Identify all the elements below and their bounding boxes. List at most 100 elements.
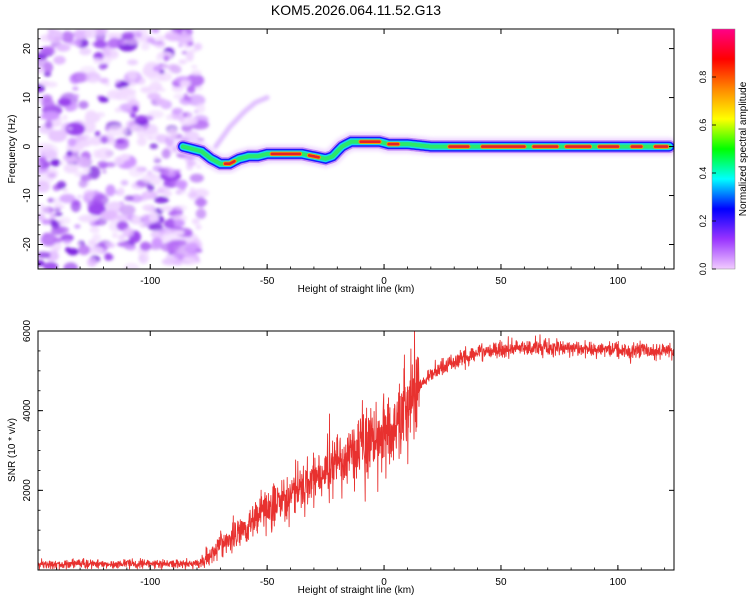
noise-blob bbox=[79, 47, 92, 56]
snr-axes: -100 -50 0 50 100 2000 4000 6000 bbox=[22, 319, 674, 588]
noise-blob bbox=[63, 163, 79, 174]
snr-x-tick-label: -100 bbox=[140, 577, 160, 588]
noise-blob bbox=[59, 216, 71, 225]
noise-blob bbox=[175, 188, 187, 195]
noise-blob bbox=[160, 205, 174, 212]
spectrogram-y-tick-label: 20 bbox=[22, 43, 33, 55]
snr-x-tick-label: 100 bbox=[610, 577, 627, 588]
noise-blob bbox=[118, 234, 126, 242]
noise-blob bbox=[62, 114, 68, 121]
noise-blob bbox=[40, 46, 55, 55]
noise-blob bbox=[131, 215, 142, 225]
noise-blob bbox=[80, 174, 92, 182]
noise-blob bbox=[78, 244, 91, 256]
noise-blob bbox=[73, 94, 80, 99]
noise-blob bbox=[161, 64, 167, 70]
noise-blob bbox=[157, 72, 173, 82]
noise-blob bbox=[138, 79, 146, 85]
noise-blob bbox=[114, 92, 128, 101]
noise-blob bbox=[178, 43, 183, 48]
noise-blob bbox=[148, 223, 164, 231]
noise-blob bbox=[160, 242, 180, 253]
noise-blob bbox=[153, 65, 162, 72]
noise-blob bbox=[153, 155, 160, 160]
noise-blob bbox=[173, 253, 184, 260]
noise-blob bbox=[166, 63, 182, 73]
noise-blob bbox=[122, 227, 134, 238]
spectrogram-y-tick-label: -20 bbox=[22, 237, 33, 252]
noise-blob bbox=[74, 224, 81, 229]
noise-blob bbox=[60, 234, 74, 242]
noise-blob bbox=[50, 158, 61, 167]
noise-blob bbox=[117, 242, 129, 247]
noise-blob bbox=[63, 262, 78, 269]
noise-blob bbox=[88, 203, 106, 216]
noise-blob bbox=[102, 50, 112, 57]
noise-blob bbox=[43, 144, 59, 159]
noise-blob bbox=[187, 162, 195, 167]
noise-blob bbox=[166, 30, 174, 35]
noise-blob bbox=[53, 55, 66, 65]
noise-blob bbox=[181, 124, 193, 133]
noise-blob bbox=[54, 212, 63, 217]
noise-blob bbox=[59, 161, 64, 165]
noise-blob bbox=[64, 247, 71, 253]
noise-blob bbox=[56, 180, 67, 190]
noise-blob bbox=[99, 56, 112, 65]
noise-blob bbox=[171, 107, 184, 115]
noise-blob bbox=[181, 257, 198, 266]
noise-blob bbox=[172, 214, 188, 222]
spectrogram-x-tick-label: 50 bbox=[495, 276, 507, 287]
noise-blob bbox=[165, 114, 174, 120]
noise-blob bbox=[154, 196, 169, 204]
noise-blob bbox=[119, 204, 136, 216]
noise-blob bbox=[38, 213, 46, 221]
spectral-branch bbox=[213, 95, 270, 150]
noise-blob bbox=[53, 237, 63, 243]
noise-blob bbox=[138, 133, 147, 139]
spectrogram-ridge bbox=[174, 95, 674, 173]
noise-blob bbox=[41, 168, 49, 173]
noise-blob bbox=[67, 137, 77, 147]
colorbar-label: Normalized spectral amplitude bbox=[738, 81, 749, 216]
noise-blob bbox=[146, 184, 155, 192]
noise-blob bbox=[48, 130, 67, 142]
noise-blob bbox=[175, 179, 188, 189]
colorbar-tick-label: 0.2 bbox=[698, 215, 708, 228]
noise-blob bbox=[38, 181, 51, 193]
noise-blob bbox=[117, 187, 125, 197]
noise-blob bbox=[151, 237, 163, 248]
noise-blob bbox=[181, 30, 186, 34]
noise-blob bbox=[38, 260, 45, 267]
snr-frame bbox=[37, 330, 675, 571]
snr-x-axis-label: Height of straight line (km) bbox=[298, 585, 415, 596]
snr-y-axis-label: SNR (10 * v/v) bbox=[7, 418, 18, 482]
noise-blob bbox=[45, 170, 57, 179]
noise-blob bbox=[125, 244, 137, 251]
noise-blob bbox=[173, 219, 185, 227]
ridge-hot-segment bbox=[223, 159, 236, 165]
snr-y-tick-label: 6000 bbox=[22, 319, 33, 342]
noise-blob bbox=[89, 78, 99, 83]
noise-blob bbox=[115, 79, 121, 84]
noise-blob bbox=[71, 72, 88, 83]
snr-series bbox=[38, 331, 674, 570]
noise-blob bbox=[136, 137, 147, 147]
noise-blob bbox=[87, 257, 97, 268]
spectrogram-y-axis-label: Frequency (Hz) bbox=[7, 115, 18, 184]
spectrogram-x-tick-label: 100 bbox=[610, 276, 627, 287]
noise-blob bbox=[143, 61, 161, 76]
noise-blob bbox=[116, 221, 129, 231]
ridge-hot-segment bbox=[307, 154, 320, 159]
noise-blob bbox=[195, 224, 202, 230]
noise-blob bbox=[178, 59, 188, 65]
noise-blob bbox=[53, 204, 65, 210]
noise-blob bbox=[186, 85, 196, 94]
noise-blob bbox=[107, 32, 125, 40]
noise-blob bbox=[102, 63, 109, 68]
noise-blob bbox=[196, 137, 205, 142]
noise-blob bbox=[120, 82, 131, 87]
noise-blob bbox=[38, 156, 46, 162]
